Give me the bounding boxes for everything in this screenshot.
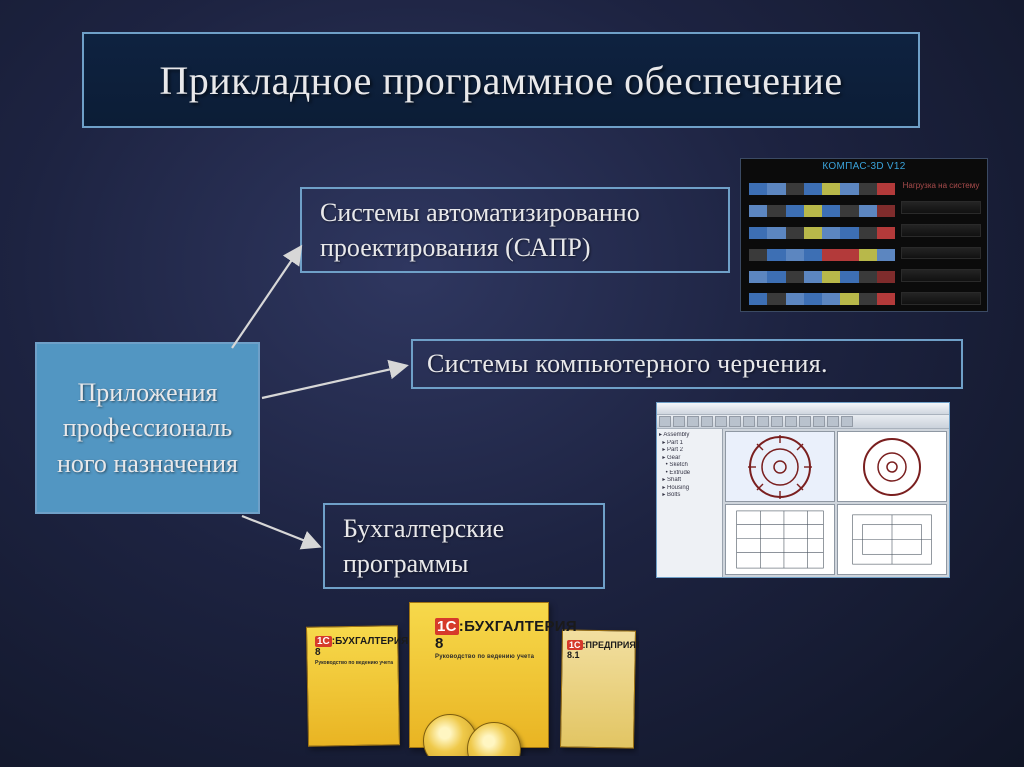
kompas-title: КОМПАС-3D V12 [741,161,987,172]
slide-title: Прикладное программное обеспечение [159,57,842,104]
image-kompas-screenshot: КОМПАС-3D V12 Нагрузка на систему [740,158,988,312]
left-node-applications: Приложения профессиональ ного назначения [35,342,260,514]
node-sapr-label: Системы автоматизированно проектирования… [320,195,710,265]
image-1c-boxes: 1С:БУХГАЛТЕРИЯ 8 Руководство по ведению … [305,596,639,756]
node-accounting: Бухгалтерские программы [323,503,605,589]
node-drafting: Системы компьютерного черчения. [411,339,963,389]
slide-title-box: Прикладное программное обеспечение [82,32,920,128]
image-cad-screenshot: ▸ Assembly ▸ Part 1 ▸ Part 2 ▸ Gear • Sk… [656,402,950,578]
node-drafting-label: Системы компьютерного черчения. [427,349,828,379]
kompas-side-label: Нагрузка на систему [901,181,981,191]
node-sapr: Системы автоматизированно проектирования… [300,187,730,273]
node-accounting-label: Бухгалтерские программы [343,511,585,581]
left-node-label: Приложения профессиональ ного назначения [45,375,250,480]
